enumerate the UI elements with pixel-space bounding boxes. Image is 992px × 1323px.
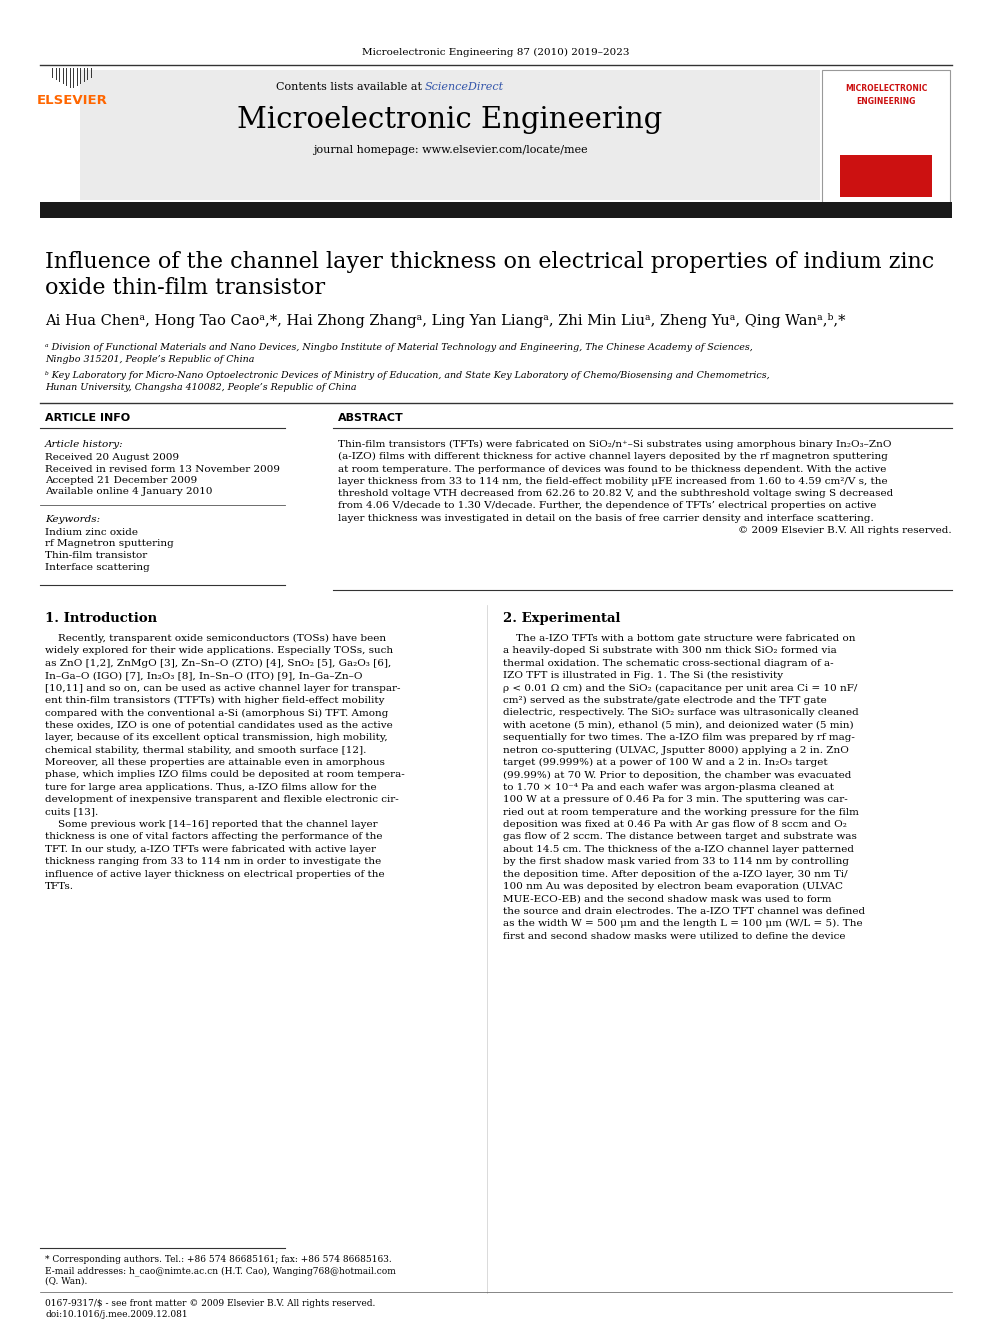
Text: Contents lists available at: Contents lists available at (276, 82, 425, 93)
Text: ABSTRACT: ABSTRACT (338, 413, 404, 423)
Text: development of inexpensive transparent and flexible electronic cir-: development of inexpensive transparent a… (45, 795, 399, 804)
Text: MICROELECTRONIC
ENGINEERING: MICROELECTRONIC ENGINEERING (845, 85, 928, 106)
Text: sequentially for two times. The a-IZO film was prepared by rf mag-: sequentially for two times. The a-IZO fi… (503, 733, 855, 742)
Text: first and second shadow masks were utilized to define the device: first and second shadow masks were utili… (503, 931, 845, 941)
Text: layer thickness was investigated in detail on the basis of free carrier density : layer thickness was investigated in deta… (338, 513, 874, 523)
Text: chemical stability, thermal stability, and smooth surface [12].: chemical stability, thermal stability, a… (45, 746, 366, 754)
Text: the source and drain electrodes. The a-IZO TFT channel was defined: the source and drain electrodes. The a-I… (503, 906, 865, 916)
Text: Microelectronic Engineering: Microelectronic Engineering (237, 106, 663, 134)
Text: Influence of the channel layer thickness on electrical properties of indium zinc: Influence of the channel layer thickness… (45, 251, 934, 273)
Text: a heavily-doped Si substrate with 300 nm thick SiO₂ formed via: a heavily-doped Si substrate with 300 nm… (503, 647, 836, 655)
Text: Ningbo 315201, People’s Republic of China: Ningbo 315201, People’s Republic of Chin… (45, 356, 254, 365)
Text: threshold voltage VTH decreased from 62.26 to 20.82 V, and the subthreshold volt: threshold voltage VTH decreased from 62.… (338, 490, 893, 499)
Text: at room temperature. The performance of devices was found to be thickness depend: at room temperature. The performance of … (338, 464, 887, 474)
Text: journal homepage: www.elsevier.com/locate/mee: journal homepage: www.elsevier.com/locat… (312, 146, 587, 155)
Text: In–Ga–O (IGO) [7], In₂O₃ [8], In–Sn–O (ITO) [9], In–Ga–Zn–O: In–Ga–O (IGO) [7], In₂O₃ [8], In–Sn–O (I… (45, 671, 362, 680)
Text: gas flow of 2 sccm. The distance between target and substrate was: gas flow of 2 sccm. The distance between… (503, 832, 857, 841)
Text: from 4.06 V/decade to 1.30 V/decade. Further, the dependence of TFTs’ electrical: from 4.06 V/decade to 1.30 V/decade. Fur… (338, 501, 876, 511)
Text: compared with the conventional a-Si (amorphous Si) TFT. Among: compared with the conventional a-Si (amo… (45, 708, 389, 717)
Text: the deposition time. After deposition of the a-IZO layer, 30 nm Ti/: the deposition time. After deposition of… (503, 869, 847, 878)
Text: 1. Introduction: 1. Introduction (45, 613, 157, 624)
Text: ρ < 0.01 Ω cm) and the SiO₂ (capacitance per unit area Ci = 10 nF/: ρ < 0.01 Ω cm) and the SiO₂ (capacitance… (503, 684, 857, 693)
Text: 100 W at a pressure of 0.46 Pa for 3 min. The sputtering was car-: 100 W at a pressure of 0.46 Pa for 3 min… (503, 795, 848, 804)
Text: layer thickness from 33 to 114 nm, the field-effect mobility μFE increased from : layer thickness from 33 to 114 nm, the f… (338, 476, 888, 486)
Text: TFT. In our study, a-IZO TFTs were fabricated with active layer: TFT. In our study, a-IZO TFTs were fabri… (45, 845, 376, 853)
Text: ARTICLE INFO: ARTICLE INFO (45, 413, 130, 423)
Text: with acetone (5 min), ethanol (5 min), and deionized water (5 min): with acetone (5 min), ethanol (5 min), a… (503, 721, 854, 730)
FancyBboxPatch shape (80, 70, 820, 200)
Text: Keywords:: Keywords: (45, 515, 100, 524)
Text: © 2009 Elsevier B.V. All rights reserved.: © 2009 Elsevier B.V. All rights reserved… (738, 527, 952, 534)
Text: ELSEVIER: ELSEVIER (37, 94, 107, 106)
Text: Microelectronic Engineering 87 (2010) 2019–2023: Microelectronic Engineering 87 (2010) 20… (362, 48, 630, 57)
Text: oxide thin-film transistor: oxide thin-film transistor (45, 277, 325, 299)
Text: thickness ranging from 33 to 114 nm in order to investigate the: thickness ranging from 33 to 114 nm in o… (45, 857, 381, 867)
Text: cm²) served as the substrate/gate electrode and the TFT gate: cm²) served as the substrate/gate electr… (503, 696, 826, 705)
Text: target (99.999%) at a power of 100 W and a 2 in. In₂O₃ target: target (99.999%) at a power of 100 W and… (503, 758, 827, 767)
Text: about 14.5 cm. The thickness of the a-IZO channel layer patterned: about 14.5 cm. The thickness of the a-IZ… (503, 845, 854, 853)
Text: Article history:: Article history: (45, 441, 124, 448)
FancyBboxPatch shape (840, 155, 932, 197)
Text: to 1.70 × 10⁻⁴ Pa and each wafer was argon-plasma cleaned at: to 1.70 × 10⁻⁴ Pa and each wafer was arg… (503, 783, 834, 791)
Text: 0167-9317/$ - see front matter © 2009 Elsevier B.V. All rights reserved.: 0167-9317/$ - see front matter © 2009 El… (45, 1299, 375, 1308)
Text: thermal oxidation. The schematic cross-sectional diagram of a-: thermal oxidation. The schematic cross-s… (503, 659, 833, 668)
Text: ScienceDirect: ScienceDirect (425, 82, 504, 93)
Text: layer, because of its excellent optical transmission, high mobility,: layer, because of its excellent optical … (45, 733, 388, 742)
Text: E-mail addresses: h_cao@nimte.ac.cn (H.T. Cao), Wanging768@hotmail.com: E-mail addresses: h_cao@nimte.ac.cn (H.T… (45, 1266, 396, 1275)
Text: phase, which implies IZO films could be deposited at room tempera-: phase, which implies IZO films could be … (45, 770, 405, 779)
Text: IZO TFT is illustrated in Fig. 1. The Si (the resistivity: IZO TFT is illustrated in Fig. 1. The Si… (503, 671, 783, 680)
Text: Available online 4 January 2010: Available online 4 January 2010 (45, 487, 212, 496)
Text: deposition was fixed at 0.46 Pa with Ar gas flow of 8 sccm and O₂: deposition was fixed at 0.46 Pa with Ar … (503, 820, 847, 830)
Text: rf Magnetron sputtering: rf Magnetron sputtering (45, 540, 174, 549)
Text: thickness is one of vital factors affecting the performance of the: thickness is one of vital factors affect… (45, 832, 383, 841)
Text: influence of active layer thickness on electrical properties of the: influence of active layer thickness on e… (45, 869, 385, 878)
Text: Hunan University, Changsha 410082, People’s Republic of China: Hunan University, Changsha 410082, Peopl… (45, 382, 356, 392)
Text: ture for large area applications. Thus, a-IZO films allow for the: ture for large area applications. Thus, … (45, 783, 377, 791)
Text: widely explored for their wide applications. Especially TOSs, such: widely explored for their wide applicati… (45, 647, 393, 655)
Text: ᵇ Key Laboratory for Micro-Nano Optoelectronic Devices of Ministry of Education,: ᵇ Key Laboratory for Micro-Nano Optoelec… (45, 370, 770, 380)
Text: ried out at room temperature and the working pressure for the film: ried out at room temperature and the wor… (503, 807, 859, 816)
Text: as the width W = 500 μm and the length L = 100 μm (W/L = 5). The: as the width W = 500 μm and the length L… (503, 919, 863, 929)
Text: Ai Hua Chenᵃ, Hong Tao Caoᵃ,*, Hai Zhong Zhangᵃ, Ling Yan Liangᵃ, Zhi Min Liuᵃ, : Ai Hua Chenᵃ, Hong Tao Caoᵃ,*, Hai Zhong… (45, 312, 845, 328)
Text: ᵃ Division of Functional Materials and Nano Devices, Ningbo Institute of Materia: ᵃ Division of Functional Materials and N… (45, 344, 753, 352)
Text: [10,11] and so on, can be used as active channel layer for transpar-: [10,11] and so on, can be used as active… (45, 684, 401, 693)
FancyBboxPatch shape (40, 202, 952, 218)
Text: Recently, transparent oxide semiconductors (TOSs) have been: Recently, transparent oxide semiconducto… (45, 634, 386, 643)
Text: as ZnO [1,2], ZnMgO [3], Zn–Sn–O (ZTO) [4], SnO₂ [5], Ga₂O₃ [6],: as ZnO [1,2], ZnMgO [3], Zn–Sn–O (ZTO) [… (45, 659, 391, 668)
Text: Thin-film transistor: Thin-film transistor (45, 550, 147, 560)
Text: Some previous work [14–16] reported that the channel layer: Some previous work [14–16] reported that… (45, 820, 378, 830)
Text: dielectric, respectively. The SiO₂ surface was ultrasonically cleaned: dielectric, respectively. The SiO₂ surfa… (503, 708, 859, 717)
Text: (a-IZO) films with different thickness for active channel layers deposited by th: (a-IZO) films with different thickness f… (338, 452, 888, 462)
Text: Thin-film transistors (TFTs) were fabricated on SiO₂/n⁺–Si substrates using amor: Thin-film transistors (TFTs) were fabric… (338, 441, 892, 448)
Text: TFTs.: TFTs. (45, 882, 74, 890)
Text: Indium zinc oxide: Indium zinc oxide (45, 528, 138, 537)
Text: Received in revised form 13 November 2009: Received in revised form 13 November 200… (45, 464, 280, 474)
Text: cuits [13].: cuits [13]. (45, 807, 98, 816)
Text: (99.99%) at 70 W. Prior to deposition, the chamber was evacuated: (99.99%) at 70 W. Prior to deposition, t… (503, 770, 851, 779)
Text: Moreover, all these properties are attainable even in amorphous: Moreover, all these properties are attai… (45, 758, 385, 767)
Text: (Q. Wan).: (Q. Wan). (45, 1277, 87, 1286)
Text: ent thin-film transistors (TTFTs) with higher field-effect mobility: ent thin-film transistors (TTFTs) with h… (45, 696, 385, 705)
FancyBboxPatch shape (822, 70, 950, 205)
Text: * Corresponding authors. Tel.: +86 574 86685161; fax: +86 574 86685163.: * Corresponding authors. Tel.: +86 574 8… (45, 1256, 392, 1263)
Text: 2. Experimental: 2. Experimental (503, 613, 621, 624)
Text: Accepted 21 December 2009: Accepted 21 December 2009 (45, 476, 197, 486)
Text: 100 nm Au was deposited by electron beam evaporation (ULVAC: 100 nm Au was deposited by electron beam… (503, 882, 843, 892)
Text: doi:10.1016/j.mee.2009.12.081: doi:10.1016/j.mee.2009.12.081 (45, 1310, 187, 1319)
Text: Interface scattering: Interface scattering (45, 562, 150, 572)
Text: these oxides, IZO is one of potential candidates used as the active: these oxides, IZO is one of potential ca… (45, 721, 393, 730)
Text: by the first shadow mask varied from 33 to 114 nm by controlling: by the first shadow mask varied from 33 … (503, 857, 849, 867)
Text: The a-IZO TFTs with a bottom gate structure were fabricated on: The a-IZO TFTs with a bottom gate struct… (503, 634, 855, 643)
Text: MUE-ECO-EB) and the second shadow mask was used to form: MUE-ECO-EB) and the second shadow mask w… (503, 894, 831, 904)
Text: netron co-sputtering (ULVAC, Jsputter 8000) applying a 2 in. ZnO: netron co-sputtering (ULVAC, Jsputter 80… (503, 746, 849, 754)
Text: Received 20 August 2009: Received 20 August 2009 (45, 452, 180, 462)
